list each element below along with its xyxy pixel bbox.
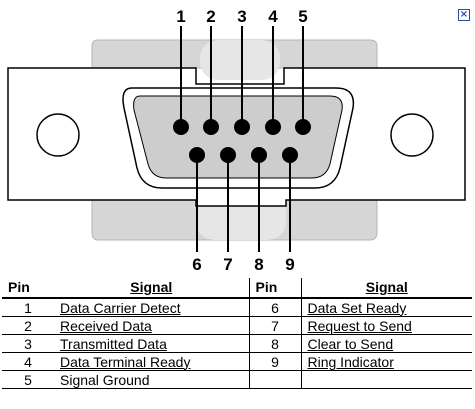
- cell-pin-right: 7: [248, 316, 301, 335]
- cell-pin-left: 3: [2, 334, 54, 353]
- cell-pin-right: [248, 370, 301, 389]
- cell-signal-left: Signal Ground: [54, 370, 249, 389]
- cell-signal-right: [300, 370, 472, 389]
- table-row: 1 Data Carrier Detect 6 Data Set Ready: [2, 298, 472, 317]
- header-pin-right: Pin: [248, 278, 301, 299]
- bottom-pin-label-6: 6: [192, 255, 201, 274]
- cell-pin-right: 6: [248, 298, 301, 317]
- top-pin-label-5: 5: [298, 7, 307, 26]
- pin-3: [234, 119, 250, 135]
- header-pin-left: Pin: [2, 278, 54, 299]
- cell-signal-left: Data Terminal Ready: [54, 352, 249, 371]
- cell-signal-right: Ring Indicator: [300, 352, 472, 371]
- cell-pin-right: 9: [248, 352, 301, 371]
- close-icon[interactable]: ×: [458, 9, 470, 21]
- pin-6: [189, 147, 205, 163]
- cell-pin-left: 2: [2, 316, 54, 335]
- mounting-hole-left: [36, 113, 80, 157]
- bottom-pin-label-7: 7: [223, 255, 232, 274]
- top-pin-label-3: 3: [237, 7, 246, 26]
- table-row: 2 Received Data 7 Request to Send: [2, 316, 472, 335]
- header-signal-left: Signal: [54, 278, 249, 299]
- top-pin-label-2: 2: [206, 7, 215, 26]
- table-row: 3 Transmitted Data 8 Clear to Send: [2, 334, 472, 353]
- cell-signal-left: Transmitted Data: [54, 334, 249, 353]
- connector-d-face: [133, 95, 343, 179]
- db9-connector-diagram: 1 2 3 4 5 6 7 8 9: [7, 7, 466, 274]
- cell-pin-left: 1: [2, 298, 54, 317]
- header-signal-right: Signal: [300, 278, 472, 299]
- bottom-pin-label-9: 9: [285, 255, 294, 274]
- cell-pin-right: 8: [248, 334, 301, 353]
- cell-pin-left: 4: [2, 352, 54, 371]
- top-pin-label-4: 4: [268, 7, 278, 26]
- table-header-row: Pin Signal Pin Signal: [2, 278, 472, 299]
- bottom-pin-leaders: [196, 154, 291, 252]
- pin-5: [295, 119, 311, 135]
- top-pin-label-1: 1: [176, 7, 185, 26]
- pin-2: [203, 119, 219, 135]
- top-pins: [173, 119, 311, 135]
- pin-1: [173, 119, 189, 135]
- table-row: 4 Data Terminal Ready 9 Ring Indicator: [2, 352, 472, 371]
- cell-signal-left: Received Data: [54, 316, 249, 335]
- mounting-hole-right: [390, 113, 434, 157]
- cell-signal-right: Request to Send: [300, 316, 472, 335]
- bottom-pins: [189, 147, 298, 163]
- pin-7: [220, 147, 236, 163]
- bottom-pin-label-8: 8: [254, 255, 263, 274]
- cell-signal-left: Data Carrier Detect: [54, 298, 249, 317]
- connector-ghost-top: [200, 40, 280, 80]
- pin-4: [265, 119, 281, 135]
- table-row: 5 Signal Ground: [2, 370, 472, 389]
- cell-signal-right: Clear to Send: [300, 334, 472, 353]
- pin-9: [282, 147, 298, 163]
- pin-8: [251, 147, 267, 163]
- cell-signal-right: Data Set Ready: [300, 298, 472, 317]
- pin-signal-table: Pin Signal Pin Signal 1 Data Carrier Det…: [2, 278, 472, 389]
- cell-pin-left: 5: [2, 370, 54, 389]
- top-pin-leaders: [180, 26, 304, 120]
